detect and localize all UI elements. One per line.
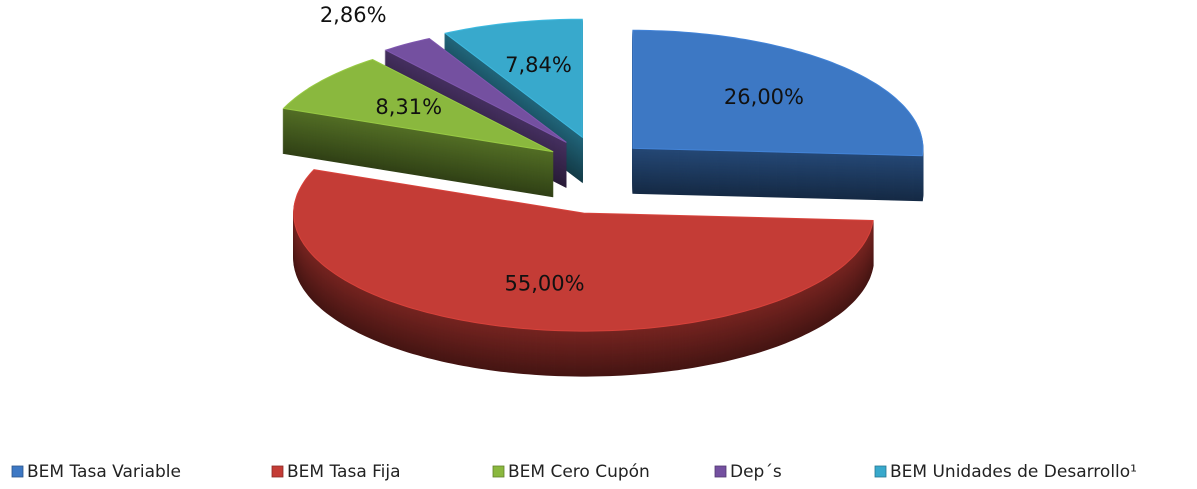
value-label: 7,84% — [505, 53, 572, 77]
legend-label: BEM Tasa Fija — [287, 462, 401, 482]
legend-marker — [874, 465, 887, 478]
legend-marker — [492, 465, 505, 478]
slice-top — [384, 37, 567, 143]
slice-top — [444, 18, 583, 139]
legend-label: BEM Unidades de Desarrollo¹ — [890, 462, 1137, 482]
slice-top — [632, 29, 924, 157]
legend-marker — [271, 465, 284, 478]
legend-marker — [11, 465, 24, 478]
slice — [632, 29, 924, 202]
slice — [282, 58, 554, 198]
value-label: 2,86% — [320, 3, 387, 27]
value-label: 55,00% — [504, 271, 584, 295]
legend-label: Dep´s — [730, 462, 782, 482]
slice-top — [293, 169, 874, 332]
slice — [293, 169, 874, 377]
legend-label: BEM Tasa Variable — [27, 462, 181, 482]
legend-marker — [714, 465, 727, 478]
value-label: 26,00% — [724, 85, 804, 109]
legend-label: BEM Cero Cupón — [508, 462, 650, 482]
slice-top — [282, 58, 554, 153]
value-label: 8,31% — [375, 95, 442, 119]
